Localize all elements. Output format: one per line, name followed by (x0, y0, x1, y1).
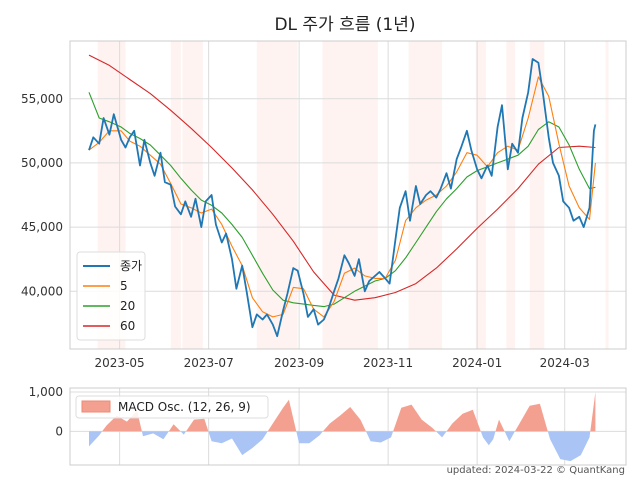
x-tick-label: 2023-09 (274, 356, 324, 370)
x-tick-label: 2023-07 (184, 356, 234, 370)
macd-area-negative (504, 431, 515, 442)
macd-area-positive (322, 407, 366, 432)
macd-legend-swatch (81, 400, 111, 413)
price-plot-frame (69, 40, 627, 350)
macd-plot-frame (69, 387, 627, 466)
macd-area-negative (141, 431, 169, 440)
x-tick-label: 2023-05 (95, 356, 145, 370)
macd-area-positive (168, 424, 181, 432)
shaded-region-2 (182, 41, 203, 349)
legend-label: 종가 (120, 259, 142, 273)
shaded-region-8 (529, 41, 545, 349)
macd-area-negative (296, 431, 323, 444)
macd-area-positive (446, 409, 481, 432)
macd-area-negative (180, 431, 186, 435)
legend-label: 20 (120, 299, 135, 313)
macd-area-positive (495, 419, 505, 432)
macd-oscillator (89, 391, 596, 462)
legend-label: 60 (120, 319, 135, 333)
y-tick-label: 50,000 (21, 156, 63, 170)
price-series (88, 54, 597, 338)
macd-area-positive (186, 418, 209, 432)
y-tick-label: 40,000 (21, 284, 63, 298)
shaded-region-6 (475, 41, 486, 349)
macd-legend: MACD Osc. (12, 26, 9) (75, 395, 269, 419)
macd-area-negative (89, 431, 103, 447)
macd-area-negative (208, 431, 268, 456)
y-tick-label: 45,000 (21, 220, 63, 234)
shaded-region-3 (256, 41, 298, 349)
macd-area-positive (514, 403, 548, 432)
shaded-region-1 (170, 41, 181, 349)
macd-area-negative (480, 431, 496, 446)
y-axis-ticks: 40,000 45,000 50,000 55,000 (21, 92, 63, 299)
x-axis-ticks: 2023-05 2023-07 2023-09 2023-11 2024-01 2024-… (95, 356, 590, 370)
price-legend-box (76, 251, 146, 341)
x-tick-label: 2024-01 (452, 356, 502, 370)
macd-area-negative (436, 431, 447, 438)
x-tick-label: 2024-03 (540, 356, 590, 370)
macd-area-negative (366, 431, 394, 443)
price-legend: 종가 5 20 60 (76, 251, 146, 341)
macd-area-positive (590, 391, 596, 432)
macd-y-tick-label: 1,000 (29, 385, 63, 399)
macd-y-tick-label: 0 (55, 424, 63, 438)
legend-label: 5 (120, 279, 128, 293)
macd-area-negative (547, 431, 591, 462)
shaded-region-9 (605, 41, 609, 349)
series-line-ma20 (88, 92, 596, 308)
macd-area-positive (267, 399, 297, 432)
series-line-close (88, 58, 597, 338)
macd-legend-label: MACD Osc. (12, 26, 9) (118, 400, 251, 414)
shaded-region-7 (506, 41, 516, 349)
macd-legend-box (75, 395, 269, 419)
chart-title: DL 주가 흐름 (1년) (274, 15, 415, 35)
x-tick-label: 2023-11 (363, 356, 413, 370)
shaded-regions (97, 41, 609, 349)
footer-updated: updated: 2024-03-22 © QuantKang (447, 465, 625, 476)
macd-area-positive (102, 410, 142, 432)
y-tick-label: 55,000 (21, 92, 63, 106)
macd-y-axis-ticks: 0 1,000 (29, 385, 63, 438)
macd-area-positive (393, 404, 436, 432)
